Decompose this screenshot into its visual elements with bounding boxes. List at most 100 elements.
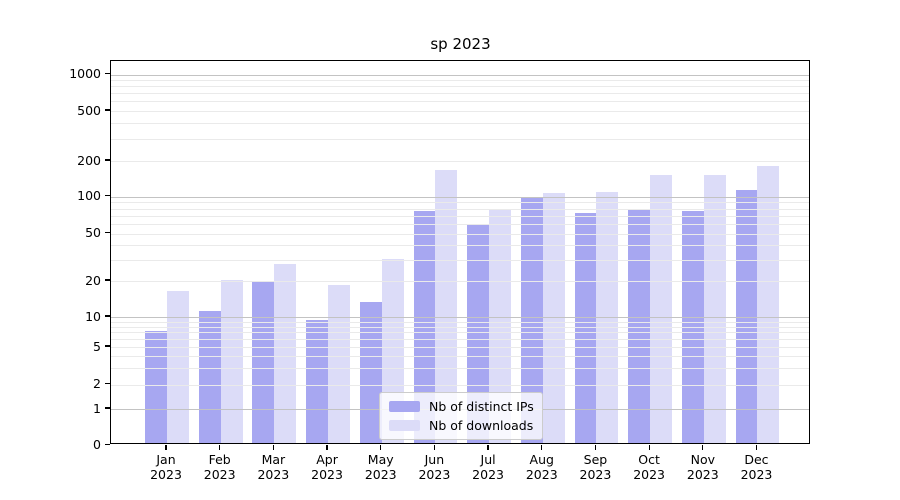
x-tick-label: Aug 2023 [525,452,558,482]
gridline-minor [111,123,809,125]
bar-ips-apr [306,320,329,443]
y-tick-mark [105,72,110,75]
gridline-minor [111,384,809,386]
x-tick-mark [433,444,435,450]
x-tick-label: Oct 2023 [633,452,666,482]
bar-ips-jan [145,331,167,443]
gridline-minor [111,245,809,247]
x-tick-mark [272,444,274,450]
x-tick-label: Sep 2023 [579,452,612,482]
y-tick-mark [105,232,110,234]
bar-downloads-oct [650,174,672,443]
bar-ips-may [359,302,382,443]
plot-area: Nb of distinct IPs Nb of downloads [110,60,810,444]
y-tick-label: 1 [93,400,101,416]
y-tick-mark [105,443,110,446]
x-tick-label: Jan 2023 [150,452,182,482]
y-tick-label: 200 [77,152,101,168]
y-tick-mark [105,159,110,161]
x-tick-mark [487,444,489,450]
legend-item: Nb of downloads [389,417,534,434]
bar-ips-aug [520,198,543,443]
bar-ips-dec [735,189,758,443]
y-tick-mark [105,315,110,317]
y-tick-mark [105,195,110,197]
x-tick-mark [755,444,758,450]
gridline-minor [111,161,809,162]
gridline-minor [111,326,809,328]
y-tick-mark [105,345,110,347]
x-tick-mark [165,444,167,450]
gridline-minor [111,332,809,334]
y-tick-label: 0 [93,437,101,452]
bar-ips-jul [467,225,490,443]
gridline-minor [111,202,809,204]
y-tick-label: 20 [85,272,101,288]
gridline-major [111,317,809,318]
gridline-minor [111,367,809,369]
x-tick-mark [380,444,382,450]
legend-label: Nb of distinct IPs [429,399,534,414]
chart-title: sp 2023 [430,35,491,53]
legend: Nb of distinct IPs Nb of downloads [379,392,543,440]
gridline-minor [111,208,809,210]
x-tick-mark [326,444,328,450]
gridline-minor [111,93,809,95]
bar-downloads-feb [220,279,243,443]
x-tick-mark [702,444,704,450]
gridline-minor [111,101,809,103]
x-tick-label: Feb 2023 [203,452,236,482]
gridline-minor [111,223,809,225]
y-tick-label: 500 [77,102,101,118]
x-tick-mark [594,444,597,450]
bar-downloads-dec [757,165,780,443]
x-tick-label: Apr 2023 [311,452,343,482]
x-tick-label: May 2023 [364,452,397,482]
gridline-major [111,74,809,76]
y-tick-label: 100 [77,188,101,204]
legend-label: Nb of downloads [429,418,534,433]
legend-swatch [389,401,420,412]
x-tick-label: Nov 2023 [686,452,719,482]
gridline-minor [111,356,809,358]
y-tick-mark [105,109,110,111]
bar-downloads-nov [703,175,726,443]
x-tick-mark [541,444,543,450]
y-tick-mark [105,279,110,281]
gridline-minor [111,80,809,82]
bar-ips-feb [198,310,221,443]
x-tick-label: Jul 2023 [472,452,504,482]
gridline-minor [111,347,809,348]
bar-ips-mar [252,282,275,443]
y-tick-label: 1000 [69,66,101,81]
gridline-minor [111,86,809,88]
gridline-major [111,196,809,198]
bar-downloads-mar [274,264,297,443]
gridline-minor [111,321,809,323]
bar-downloads-jan [167,291,189,443]
gridline-minor [111,111,809,112]
gridline-minor [111,138,809,140]
bar-downloads-apr [328,285,350,443]
x-tick-label: Dec 2023 [740,452,773,482]
y-tick-mark [105,382,110,385]
x-tick-mark [219,444,221,450]
y-tick-label: 5 [93,338,101,354]
bar-downloads-jun [435,169,458,443]
gridline-minor [111,233,809,235]
y-tick-label: 2 [93,376,101,391]
legend-swatch [389,420,420,431]
gridline-minor [111,281,809,282]
legend-item: Nb of distinct IPs [389,398,534,415]
y-tick-mark [105,407,110,409]
bar-ips-oct [628,208,651,443]
gridline-minor [111,339,809,341]
gridline-minor [111,260,809,262]
x-tick-label: Mar 2023 [257,452,290,482]
x-tick-mark [648,444,650,450]
x-tick-label: Jun 2023 [418,452,451,482]
y-tick-label: 10 [85,308,101,324]
y-tick-label: 50 [85,225,101,241]
gridline-minor [111,215,809,217]
